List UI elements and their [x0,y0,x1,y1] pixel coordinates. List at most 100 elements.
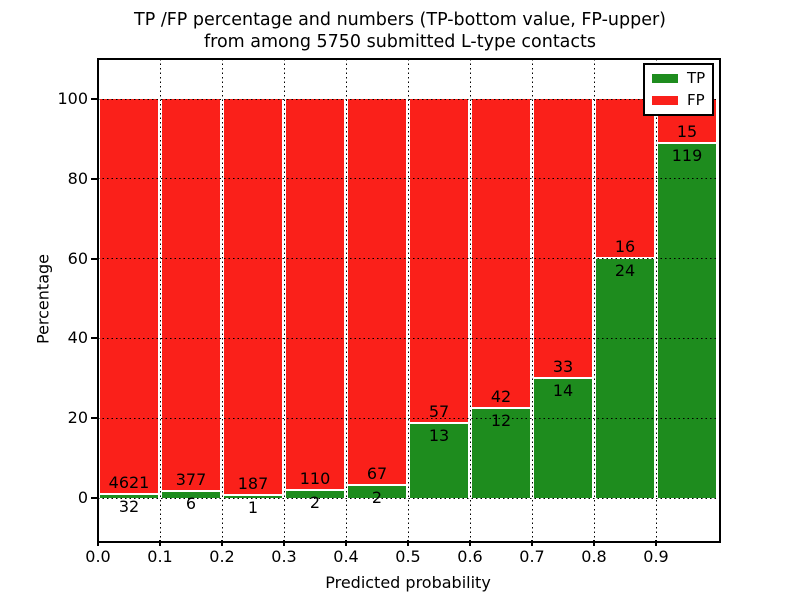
fp-bar-segment [534,99,592,380]
tp-count-label: 32 [118,497,140,517]
x-tick-mark [531,540,533,546]
tp-count-label: 14 [552,381,574,401]
horizontal-gridline [98,417,718,419]
fp-bar-segment [286,99,344,491]
x-tick-label: 0.6 [457,547,483,566]
chart-title-line2: from among 5750 submitted L-type contact… [203,32,597,52]
vertical-gridline [470,59,471,540]
x-tick-mark [345,540,347,546]
x-tick-mark [97,540,99,546]
tp-bar-segment [472,409,530,498]
tp-legend-swatch [652,74,678,83]
legend-label: TP [687,69,706,87]
vertical-gridline [160,59,161,540]
vertical-gridline [284,59,285,540]
tp-count-label: 12 [490,411,512,431]
tp-bar-segment [410,423,468,498]
tp-count-label: 6 [185,493,197,513]
horizontal-gridline [98,497,718,499]
fp-bar-segment [472,99,530,410]
tp-count-label: 2 [371,488,383,508]
stacked-bar [594,99,656,498]
x-axis-label: Predicted probability [325,573,491,592]
y-tick-mark [91,337,98,340]
x-tick-label: 0.7 [519,547,545,566]
fp-bar-segment [162,99,220,492]
x-tick-label: 0.0 [85,547,111,566]
legend-label: FP [687,91,705,109]
x-tick-label: 0.3 [271,547,297,566]
chart-title-line1: TP /FP percentage and numbers (TP-bottom… [134,10,666,30]
horizontal-gridline [98,258,718,260]
x-tick-label: 0.9 [643,547,669,566]
tp-bar-segment [162,491,220,498]
y-tick-mark [91,497,98,499]
fp-count-label: 33 [552,357,574,377]
x-tick-mark [159,540,161,546]
x-tick-label: 0.5 [395,547,421,566]
horizontal-gridline [98,98,718,100]
y-tick-mark [91,177,98,180]
tp-count-label: 2 [309,492,321,512]
y-tick-label: 20 [67,408,88,428]
stacked-bar [222,99,284,498]
fp-bar-segment [410,99,468,424]
tp-bar-segment [534,379,592,498]
stacked-bar [98,99,160,498]
x-tick-label: 0.1 [147,547,173,566]
legend: TP FP [643,63,714,116]
stacked-bar [284,99,346,498]
vertical-gridline [346,59,347,540]
stacked-bar [470,99,532,498]
horizontal-gridline [98,337,718,339]
stacked-bar [532,99,594,498]
legend-item: TP [652,71,705,86]
stacked-bar [346,99,408,498]
y-tick-label: 80 [67,168,88,188]
y-tick-label: 0 [77,488,88,507]
plot-area: 4621 32 377 6 187 1 110 2 67 2 57 13 42 12 33 14 16 24 15 1… [34,58,721,592]
y-tick-mark [91,98,98,100]
tp-bar-segment [224,495,282,498]
fp-bar-segment [224,99,282,496]
y-tick-mark [91,417,98,420]
tp-bar-segment [286,490,344,498]
x-tick-mark [283,540,285,546]
vertical-gridline [222,59,223,540]
fp-count-label: 4621 [108,473,150,493]
fp-bar-segment [100,99,158,496]
x-tick-mark [655,540,657,546]
chart-title: TP /FP percentage and numbers (TP-bottom… [0,9,800,53]
tp-count-label: 13 [428,425,450,445]
fp-bar-segment [348,99,406,487]
x-tick-mark [593,540,595,546]
tp-count-label: 1 [247,497,259,517]
y-tick-label: 60 [67,248,88,268]
stacked-bar [160,99,222,498]
vertical-gridline [532,59,533,540]
fp-count-label: 67 [366,464,388,484]
fp-count-label: 16 [614,236,636,256]
x-tick-label: 0.2 [209,547,235,566]
tp-count-label: 24 [614,260,636,280]
fp-count-label: 15 [676,121,698,141]
legend-item: FP [652,93,705,108]
x-tick-label: 0.8 [581,547,607,566]
fp-legend-swatch [652,96,678,105]
vertical-gridline [408,59,409,540]
y-tick-label: 40 [67,328,88,348]
tp-bar-segment [596,258,654,498]
fp-count-label: 42 [490,387,512,407]
horizontal-gridline [98,178,718,180]
vertical-gridline [594,59,595,540]
y-tick-label: 100 [57,89,88,108]
stacked-bar [656,99,718,498]
vertical-gridline [656,59,657,540]
tp-count-label: 119 [671,145,703,165]
tp-bar-segment [100,495,158,498]
x-tick-mark [407,540,409,546]
x-tick-mark [469,540,471,546]
x-tick-mark [221,540,223,546]
stacked-bar [408,99,470,498]
